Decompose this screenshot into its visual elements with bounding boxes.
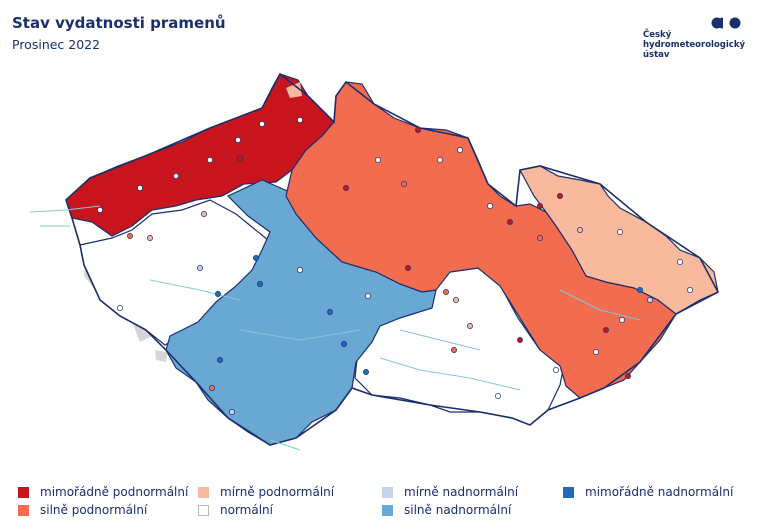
- legend-label: mírně podnormální: [220, 485, 335, 499]
- map-subtitle: Prosinec 2022: [12, 37, 101, 52]
- legend-label: mimořádně podnormální: [40, 485, 189, 499]
- legend-item-mild-above: mírně nadnormální: [382, 484, 518, 500]
- legend-label: silně podnormální: [40, 503, 148, 517]
- outside-area-south: [155, 350, 168, 362]
- legend-label: mírně nadnormální: [404, 485, 519, 499]
- map-svg: [29, 72, 720, 451]
- legend-item-extreme-below: mimořádně podnormální: [18, 484, 188, 500]
- legend-swatch: [382, 486, 393, 498]
- spring-points: [97, 117, 693, 415]
- legend-swatch: [18, 504, 29, 516]
- map-legend: mimořádně podnormální silně podnormální …: [18, 484, 758, 524]
- logo-line-3: ústav: [643, 50, 670, 60]
- czech-map: [0, 60, 760, 460]
- legend-item-mild-below: mírně podnormální: [198, 484, 334, 500]
- logo-line-1: Český: [643, 30, 672, 40]
- logo-line-2: hydrometeorologický: [643, 40, 746, 50]
- legend-swatch: [198, 504, 209, 516]
- rivers: [29, 205, 641, 451]
- legend-item-strong-below: silně podnormální: [18, 502, 147, 518]
- legend-item-normal: normální: [198, 502, 273, 518]
- map-title: Stav vydatnosti pramenů: [12, 14, 226, 32]
- country-border: [65, 72, 720, 446]
- chmi-logo-text: Český hydrometeorologický ústav: [643, 30, 753, 60]
- legend-swatch: [198, 486, 209, 498]
- chmi-logo-icon: [711, 17, 741, 29]
- legend-item-extreme-above: mimořádně nadnormální: [563, 484, 733, 500]
- region-extreme-below-hole: [286, 82, 302, 98]
- legend-label: mimořádně nadnormální: [585, 485, 734, 499]
- legend-label: normální: [220, 503, 273, 517]
- legend-item-strong-above: silně nadnormální: [382, 502, 511, 518]
- legend-swatch: [18, 486, 29, 498]
- legend-swatch: [563, 486, 574, 498]
- legend-swatch: [382, 504, 393, 516]
- region-strong-below: [285, 81, 677, 399]
- legend-label: silně nadnormální: [404, 503, 512, 517]
